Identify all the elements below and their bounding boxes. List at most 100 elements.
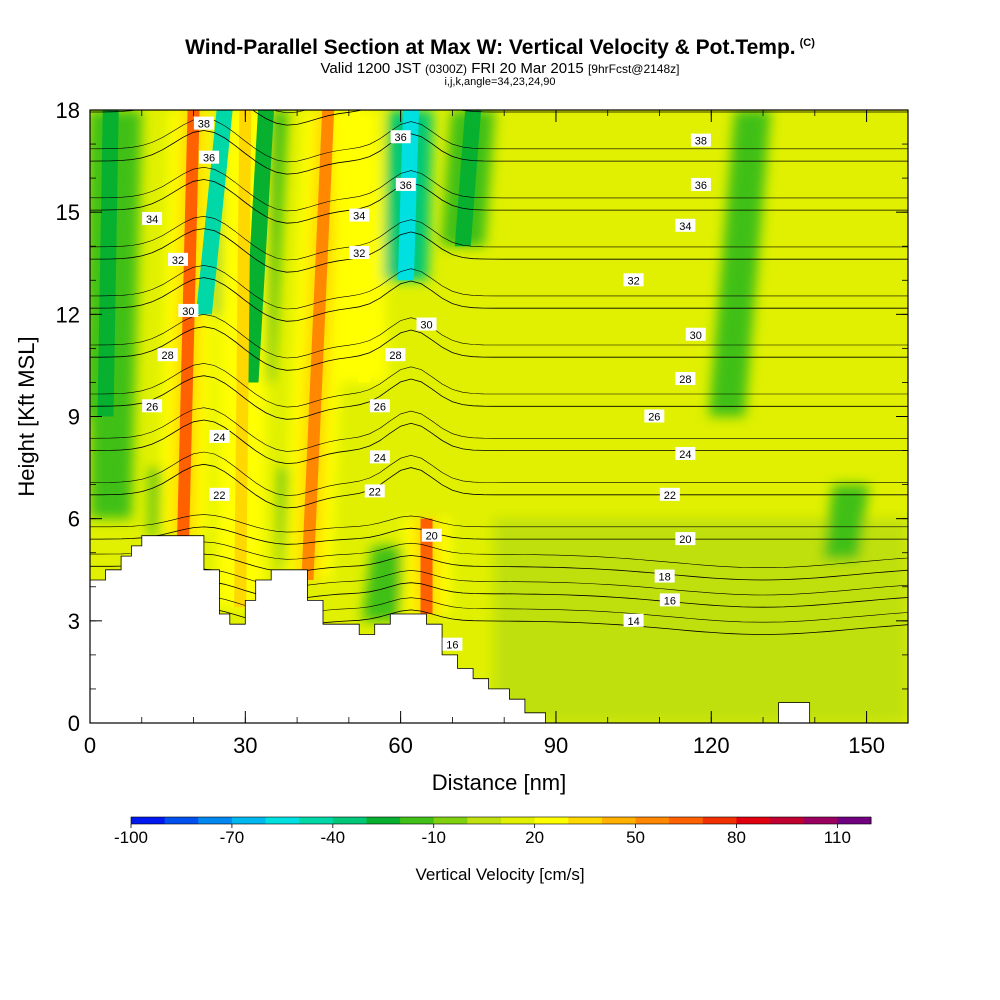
valid-zulu: (0300Z) — [425, 62, 468, 76]
colorbar-swatch — [770, 817, 805, 824]
theta-label-box — [209, 487, 230, 501]
theta-label-text: 38 — [198, 119, 210, 131]
theta-label-text: 16 — [664, 595, 676, 607]
theta-label: 32 — [168, 252, 189, 267]
theta-contour — [273, 110, 308, 114]
theta-label-text: 34 — [353, 211, 365, 223]
theta-contour — [90, 277, 908, 322]
theta-contour — [90, 541, 908, 569]
updraft-core — [420, 518, 433, 615]
theta-label: 36 — [690, 177, 711, 192]
theta-label: 28 — [157, 348, 178, 362]
chart-indices: i,j,k,angle=34,23,24,90 — [444, 76, 556, 88]
colorbar-swatch — [669, 817, 704, 824]
colorbar-swatch — [433, 817, 468, 824]
theta-label-box — [675, 532, 696, 546]
theta-label-box — [369, 450, 390, 464]
theta-label-text: 18 — [659, 572, 671, 584]
theta-label-box — [349, 246, 370, 260]
colorbar-tick-label: 50 — [626, 828, 645, 847]
theta-label-box — [659, 487, 680, 501]
x-tick-label: 90 — [544, 733, 568, 758]
theta-label: 38 — [193, 116, 214, 131]
theta-label: 34 — [349, 208, 370, 223]
theta-label-box — [690, 177, 711, 191]
valid-date: FRI 20 Mar 2015 — [471, 60, 584, 77]
updraft-core — [234, 110, 252, 608]
theta-label-text: 36 — [400, 180, 412, 192]
theta-label: 30 — [685, 327, 706, 342]
theta-label-box — [659, 593, 680, 607]
x-axis-label: Distance [nm] — [432, 770, 567, 795]
theta-label: 20 — [421, 528, 442, 543]
colorbar-swatch — [467, 817, 502, 824]
theta-contour — [90, 595, 908, 623]
colorbar-swatch — [366, 817, 401, 824]
colorbar-tick-label: 20 — [525, 828, 544, 847]
theta-label-box — [421, 528, 442, 542]
colorbar-swatch — [501, 817, 536, 824]
theta-contour — [90, 314, 908, 359]
theta-contour — [90, 608, 908, 635]
colorbar-tick-label: -70 — [220, 828, 245, 847]
theta-label-box — [395, 177, 416, 191]
theta-label-text: 30 — [690, 330, 702, 342]
y-tick-label: 12 — [56, 302, 80, 327]
colorbar-swatch — [702, 817, 737, 824]
theta-contour — [90, 326, 908, 371]
theta-label-text: 36 — [395, 132, 407, 144]
theta-label-box — [364, 484, 385, 498]
theta-label: 30 — [178, 303, 199, 318]
theta-label: 36 — [199, 150, 220, 165]
colorbar-swatch — [601, 817, 637, 824]
theta-label: 14 — [623, 613, 644, 628]
theta-label-box — [442, 637, 463, 651]
theta-label: 20 — [675, 532, 696, 546]
theta-label: 36 — [390, 130, 411, 144]
colorbar-swatch — [400, 817, 435, 824]
valid-forecast: [9hrFcst@2148z] — [587, 62, 680, 76]
theta-label-text: 24 — [374, 452, 386, 464]
theta-label: 34 — [675, 218, 696, 233]
downdraft-core — [242, 110, 275, 383]
theta-label-box — [675, 446, 696, 460]
theta-contour — [90, 363, 908, 408]
theta-contour — [90, 553, 908, 581]
colorbar-swatch — [265, 817, 300, 824]
colorbar-swatch — [299, 817, 334, 824]
theta-label-box — [142, 211, 163, 225]
theta-contour — [90, 580, 908, 608]
theta-label-box — [142, 399, 163, 413]
theta-label: 32 — [349, 246, 370, 260]
theta-label-box — [369, 399, 390, 413]
theta-label-text: 20 — [426, 531, 438, 543]
x-tick-label: 120 — [693, 733, 730, 758]
theta-label-text: 20 — [679, 534, 691, 546]
colorbar-frame — [130, 816, 872, 825]
theta-label-box — [390, 130, 411, 144]
colorbar-tick-label: -40 — [321, 828, 346, 847]
theta-label-text: 24 — [679, 449, 691, 461]
theta-label-box — [349, 208, 370, 222]
downdraft-core — [454, 110, 482, 247]
downdraft-band — [708, 110, 771, 417]
theta-contours — [90, 110, 908, 635]
theta-label-box — [623, 273, 644, 287]
theta-label: 36 — [395, 177, 416, 192]
theta-label-box — [690, 133, 711, 147]
terrain-profile — [90, 535, 908, 723]
theta-contour — [90, 110, 908, 126]
theta-label-text: 26 — [374, 401, 386, 413]
colorbar-tick-label: -10 — [421, 828, 446, 847]
theta-label-box — [416, 317, 437, 331]
theta-contour — [90, 463, 908, 509]
terrain — [90, 535, 908, 723]
theta-contour — [90, 514, 908, 533]
theta-contour — [90, 526, 908, 545]
colorbar-swatch — [131, 817, 166, 824]
theta-label-text: 22 — [664, 490, 676, 502]
theta-label: 24 — [369, 450, 390, 464]
downdraft-core — [195, 110, 233, 315]
theta-contour — [90, 228, 908, 273]
theta-label: 30 — [416, 317, 437, 332]
